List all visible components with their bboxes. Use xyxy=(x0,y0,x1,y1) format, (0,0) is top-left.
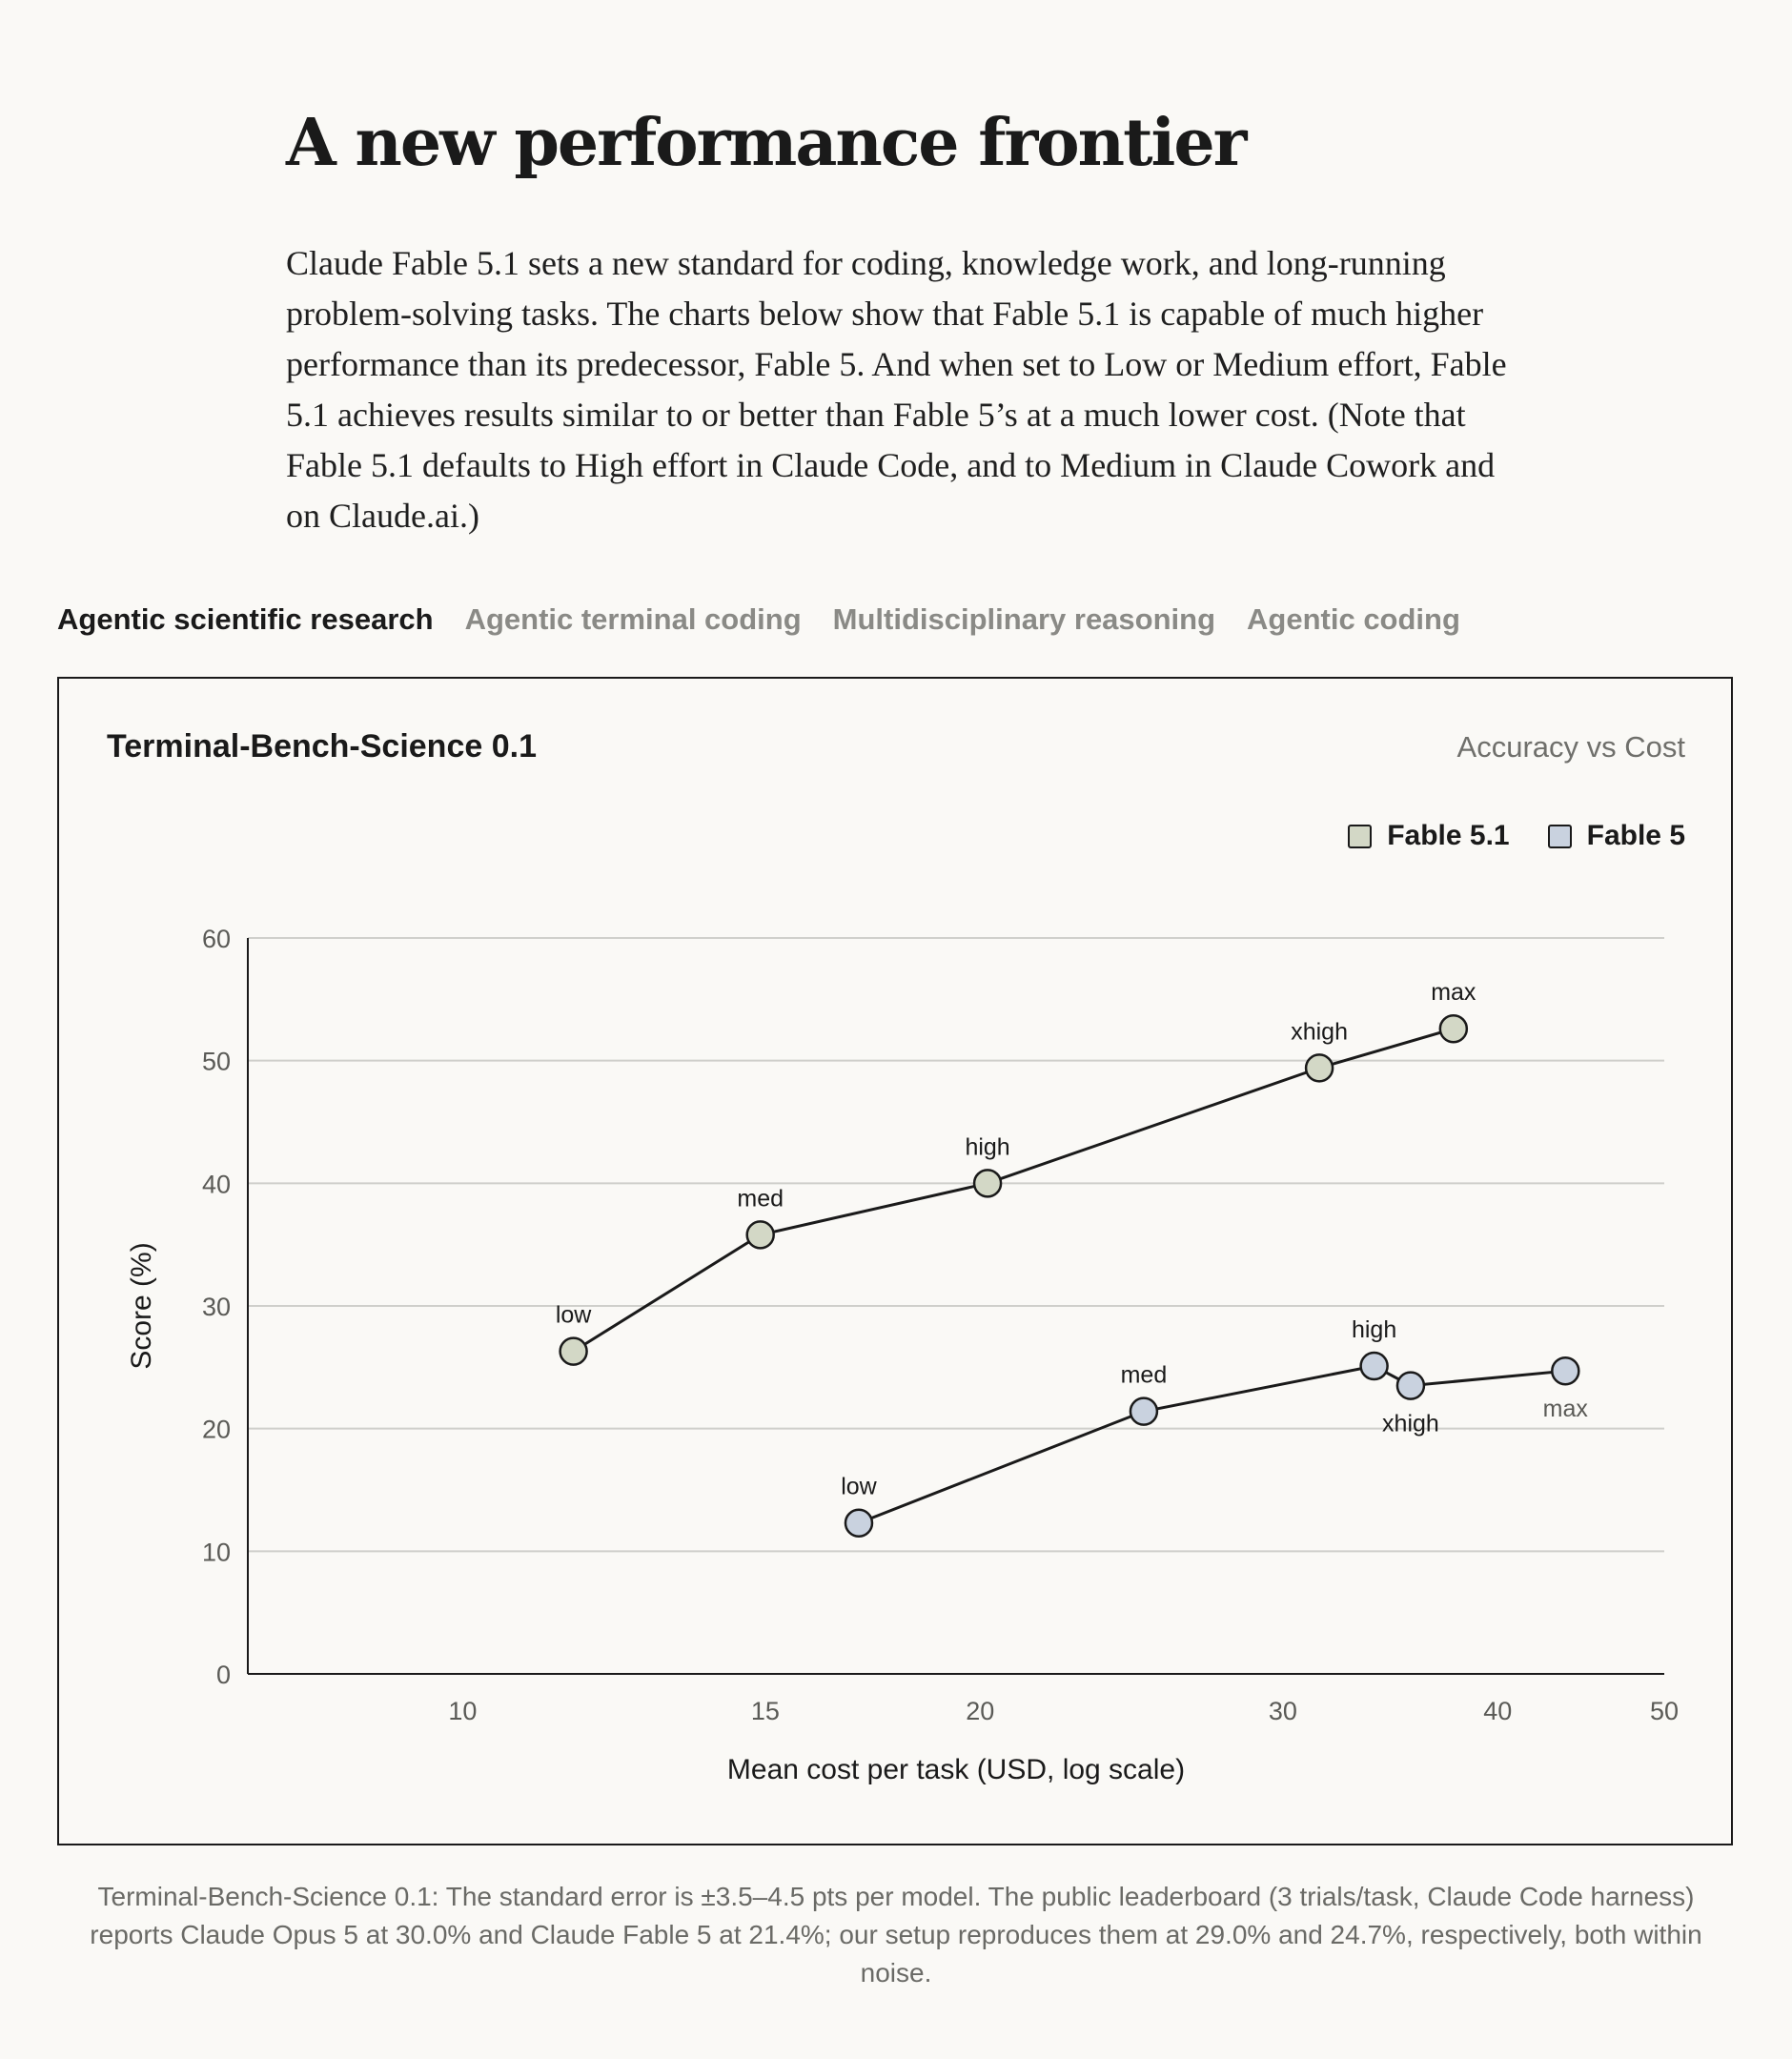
legend-swatch-fable-5-1 xyxy=(1348,824,1373,848)
x-tick-label: 50 xyxy=(1650,1697,1679,1725)
data-point-fable-5-med xyxy=(1129,1396,1159,1426)
y-tick-label: 10 xyxy=(202,1538,231,1566)
y-tick-label: 30 xyxy=(202,1293,231,1321)
data-label-fable-5-med: med xyxy=(1121,1362,1168,1389)
data-label-fable-5-1-max: max xyxy=(1431,979,1476,1006)
legend-label-fable-5-1: Fable 5.1 xyxy=(1387,820,1510,851)
chart-panel: 0 10 20 30 40 50 60 10 15 20 30 40 50 Mean cost per t… xyxy=(57,677,1733,1845)
data-point-fable-5-1-xhigh xyxy=(1304,1053,1334,1083)
benchmark-tabs: Agentic scientific research Agentic term… xyxy=(57,602,1460,637)
chart-plot: 0 10 20 30 40 50 60 10 15 20 30 40 50 Mean cost per t… xyxy=(126,925,1679,1785)
x-tick-label: 15 xyxy=(751,1697,780,1725)
legend-item-fable-5: Fable 5 xyxy=(1547,820,1685,852)
tab-multidisciplinary-reasoning[interactable]: Multidisciplinary reasoning xyxy=(832,602,1216,636)
data-label-fable-5-1-low: low xyxy=(556,1302,592,1329)
x-axis-label: Mean cost per task (USD, log scale) xyxy=(727,1754,1185,1785)
data-point-fable-5-1-med xyxy=(745,1220,775,1250)
data-point-fable-5-xhigh xyxy=(1395,1371,1426,1400)
legend-label-fable-5: Fable 5 xyxy=(1586,820,1685,851)
data-point-fable-5-1-high xyxy=(972,1169,1003,1198)
y-axis-label: Score (%) xyxy=(126,1242,157,1369)
series-line-fable-5 xyxy=(858,1364,1566,1525)
data-label-fable-5-max: max xyxy=(1543,1396,1589,1422)
y-tick-label: 40 xyxy=(202,1170,231,1198)
tab-agentic-coding[interactable]: Agentic coding xyxy=(1247,602,1460,636)
tab-agentic-scientific-research[interactable]: Agentic scientific research xyxy=(57,602,434,636)
data-label-fable-5-1-xhigh: xhigh xyxy=(1291,1018,1348,1045)
x-tick-label: 40 xyxy=(1483,1697,1512,1725)
data-label-fable-5-low: low xyxy=(841,1474,877,1500)
chart-legend: Fable 5.1 Fable 5 xyxy=(1348,820,1685,852)
x-tick-label: 10 xyxy=(448,1697,477,1725)
y-tick-label: 60 xyxy=(202,925,231,953)
x-tick-label: 30 xyxy=(1269,1697,1297,1725)
data-point-fable-5-high xyxy=(1359,1351,1389,1381)
y-tick-label: 20 xyxy=(202,1416,231,1444)
tab-agentic-terminal-coding[interactable]: Agentic terminal coding xyxy=(464,602,802,636)
intro-paragraph: Claude Fable 5.1 sets a new standard for… xyxy=(286,244,1507,535)
data-point-fable-5-low xyxy=(844,1508,874,1538)
chart-title: Terminal-Bench-Science 0.1 xyxy=(107,728,537,764)
y-tick-label: 0 xyxy=(216,1661,231,1689)
data-label-fable-5-xhigh: xhigh xyxy=(1382,1411,1439,1437)
legend-item-fable-5-1: Fable 5.1 xyxy=(1348,820,1510,852)
page-title: A new performance frontier xyxy=(286,105,1247,181)
chart-subtitle: Accuracy vs Cost xyxy=(1456,730,1685,764)
chart-footnote: Terminal-Bench-Science 0.1: The standard… xyxy=(90,1882,1702,1988)
legend-swatch-fable-5 xyxy=(1547,824,1572,848)
data-point-fable-5-1-low xyxy=(559,1336,588,1366)
data-label-fable-5-high: high xyxy=(1352,1316,1396,1343)
data-label-fable-5-1-med: med xyxy=(737,1185,784,1212)
data-label-fable-5-1-high: high xyxy=(965,1133,1009,1160)
y-tick-label: 50 xyxy=(202,1048,231,1076)
data-point-fable-5-1-max xyxy=(1438,1013,1469,1044)
x-tick-label: 20 xyxy=(966,1697,994,1725)
data-point-fable-5-max xyxy=(1551,1356,1580,1386)
